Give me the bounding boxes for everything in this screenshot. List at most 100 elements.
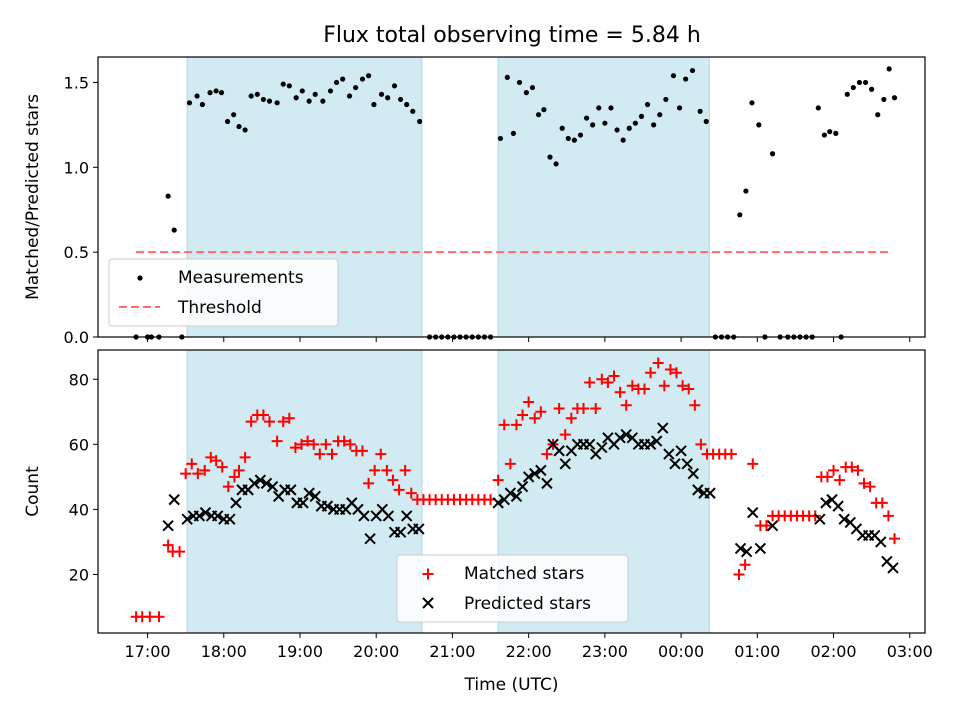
predicted-star-point	[614, 432, 626, 444]
bottom-x-tick-label: 20:00	[353, 642, 399, 661]
matched-star-point	[216, 461, 228, 473]
measurement-point	[320, 98, 326, 104]
measurement-point	[697, 108, 703, 114]
bottom-shaded-interval	[186, 349, 423, 634]
matched-star-point	[620, 399, 632, 411]
matched-star-point	[192, 468, 204, 480]
matched-star-point	[864, 481, 876, 493]
predicted-star-point	[358, 510, 370, 522]
top-y-tick-label: 1.5	[64, 73, 89, 92]
matched-star-point	[405, 487, 417, 499]
measurement-point	[657, 112, 663, 118]
matched-star-point	[664, 364, 676, 376]
predicted-star-point	[168, 493, 180, 506]
matched-star-point	[308, 438, 320, 450]
measurement-point	[891, 95, 898, 101]
predicted-star-point	[230, 497, 242, 509]
measurement-point	[869, 86, 875, 92]
measurement-point	[516, 79, 523, 86]
measurement-point	[559, 125, 565, 131]
matched-star-point	[338, 435, 350, 447]
measurement-point	[312, 91, 318, 97]
measurement-point	[504, 74, 510, 80]
bottom-x-tick-label: 00:00	[658, 642, 704, 661]
matched-star-point	[381, 464, 393, 476]
measurement-point	[207, 90, 213, 96]
matched-star-point	[277, 416, 289, 428]
measurement-point	[547, 154, 553, 160]
measurement-point	[663, 96, 669, 103]
measurement-point	[632, 120, 638, 126]
measurement-point	[274, 100, 280, 106]
predicted-star-point	[663, 448, 675, 460]
measurement-point	[749, 100, 755, 106]
measurement-point	[404, 101, 410, 108]
predicted-star-point	[382, 510, 395, 522]
matched-star-point	[302, 435, 314, 447]
predicted-star-point	[162, 519, 174, 532]
matched-star-point	[658, 380, 670, 392]
predicted-star-point	[644, 438, 657, 451]
matched-star-point	[852, 464, 864, 476]
bottom-axis-ticks: 20 40 60 80 17:00 18:00 19:00 20:00 21:00 22:00 23…	[69, 370, 933, 661]
matched-star-point	[834, 474, 846, 486]
measurement-point	[417, 118, 423, 125]
predicted-star-point	[199, 506, 212, 519]
predicted-star-point	[529, 467, 541, 480]
predicted-star-point	[814, 513, 826, 525]
measurement-point	[850, 84, 856, 91]
measurement-point	[371, 101, 377, 108]
matched-star-point	[639, 383, 651, 395]
matched-star-point	[153, 611, 165, 623]
predicted-star-point	[820, 497, 832, 509]
predicted-star-point	[687, 467, 699, 480]
threshold-legend-label: Threshold	[177, 298, 262, 318]
matched-star-point	[399, 464, 411, 476]
measurement-point	[881, 96, 887, 103]
measurement-point	[689, 67, 696, 74]
matched-star-point	[535, 406, 547, 418]
measurement-point	[497, 135, 504, 142]
matched-star-point	[677, 380, 689, 392]
measurement-point	[365, 73, 372, 79]
bottom-x-tick-label: 18:00	[201, 642, 247, 661]
matched-star-point	[210, 455, 222, 467]
predicted-star-point	[193, 510, 206, 522]
matched-star-point	[356, 445, 368, 457]
measurement-point	[856, 79, 863, 86]
measurement-point	[236, 123, 242, 130]
top-legend: Measurements Threshold	[108, 258, 339, 327]
matched-star-point	[553, 403, 565, 415]
top-panel: 0.0 0.5 1.0 1.5 Matched/Predicted stars Mea…	[23, 56, 926, 347]
measurement-point	[254, 91, 260, 97]
measurement-point	[614, 127, 620, 133]
measurement-point	[266, 98, 273, 104]
matched-star-point	[320, 438, 332, 450]
matched-star-point	[828, 464, 840, 476]
predicted-star-point	[492, 497, 504, 509]
matched-star-point	[876, 497, 888, 509]
matched-star-point	[263, 416, 275, 428]
matched-star-point	[492, 474, 504, 486]
matched-star-point	[228, 471, 240, 483]
measurements-legend-label: Measurements	[178, 268, 304, 288]
matched-star-point	[257, 409, 269, 421]
bottom-x-tick-label: 03:00	[887, 642, 933, 661]
matched-star-point	[596, 373, 608, 385]
measurement-point	[638, 113, 645, 119]
matched-star-point	[578, 403, 590, 415]
measurement-point	[213, 88, 219, 94]
measurement-point	[333, 79, 340, 86]
predicted-star-point	[516, 480, 529, 493]
predicted-star-point	[596, 441, 608, 454]
matched-star-point	[363, 477, 375, 489]
predicted-star-point	[248, 477, 260, 490]
matched-star-point	[498, 419, 510, 431]
measurement-point	[821, 132, 827, 138]
predicted-star-point	[650, 435, 663, 447]
matched-star-point	[387, 474, 399, 486]
predicted-star-point	[321, 500, 334, 512]
bottom-y-axis-label: Count	[23, 466, 43, 517]
bottom-y-tick-label: 60	[69, 435, 89, 454]
